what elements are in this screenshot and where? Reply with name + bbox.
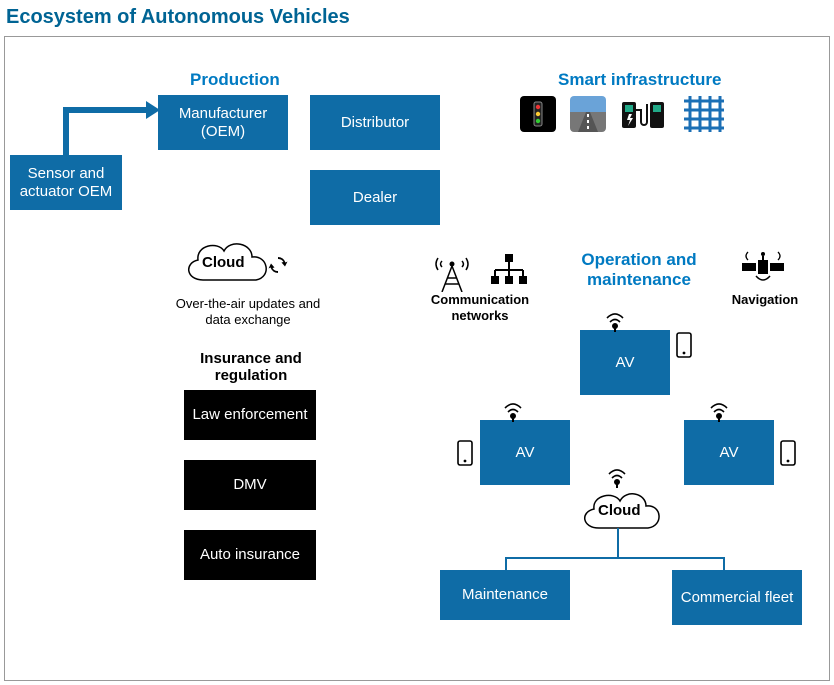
box-law: Law enforcement <box>184 390 316 440</box>
traffic-light-icon <box>520 96 556 132</box>
grid-icon <box>684 96 724 132</box>
phone-icon <box>780 440 796 466</box>
box-dealer: Dealer <box>310 170 440 225</box>
section-operation: Operation and maintenance <box>574 250 704 290</box>
section-insurance: Insurance and regulation <box>186 350 316 384</box>
wifi-icon <box>500 394 526 422</box>
box-dmv: DMV <box>184 460 316 510</box>
navigation-label: Navigation <box>730 292 800 308</box>
charging-station-icon <box>620 96 670 132</box>
box-manufacturer: Manufacturer (OEM) <box>158 95 288 150</box>
box-av-top: AV <box>580 330 670 395</box>
cloud-connectors <box>500 526 740 576</box>
section-smart-infra: Smart infrastructure <box>558 70 721 90</box>
phone-icon <box>676 332 692 358</box>
wifi-icon <box>706 394 732 422</box>
antenna-tower-icon <box>432 248 472 292</box>
infra-icons <box>520 96 724 132</box>
network-lan-icon <box>490 252 528 286</box>
wifi-icon <box>604 460 630 488</box>
box-commercial-fleet: Commercial fleet <box>672 570 802 625</box>
box-distributor: Distributor <box>310 95 440 150</box>
road-icon <box>570 96 606 132</box>
box-auto-insurance: Auto insurance <box>184 530 316 580</box>
box-av-right: AV <box>684 420 774 485</box>
cloud-ota-label: Cloud <box>202 254 245 271</box>
box-maintenance: Maintenance <box>440 570 570 620</box>
comm-networks-label: Communication networks <box>420 292 540 323</box>
satellite-icon <box>738 246 788 288</box>
section-production: Production <box>190 70 280 90</box>
cloud-fleet-label: Cloud <box>598 502 641 519</box>
sync-icon <box>267 254 289 276</box>
page-title: Ecosystem of Autonomous Vehicles <box>6 6 350 29</box>
arrow-sensor-to-oem <box>60 95 160 160</box>
box-sensor-oem: Sensor and actuator OEM <box>10 155 122 210</box>
phone-icon <box>457 440 473 466</box>
box-av-left: AV <box>480 420 570 485</box>
ota-caption: Over-the-air updates and data exchange <box>168 296 328 327</box>
wifi-icon <box>602 304 628 332</box>
